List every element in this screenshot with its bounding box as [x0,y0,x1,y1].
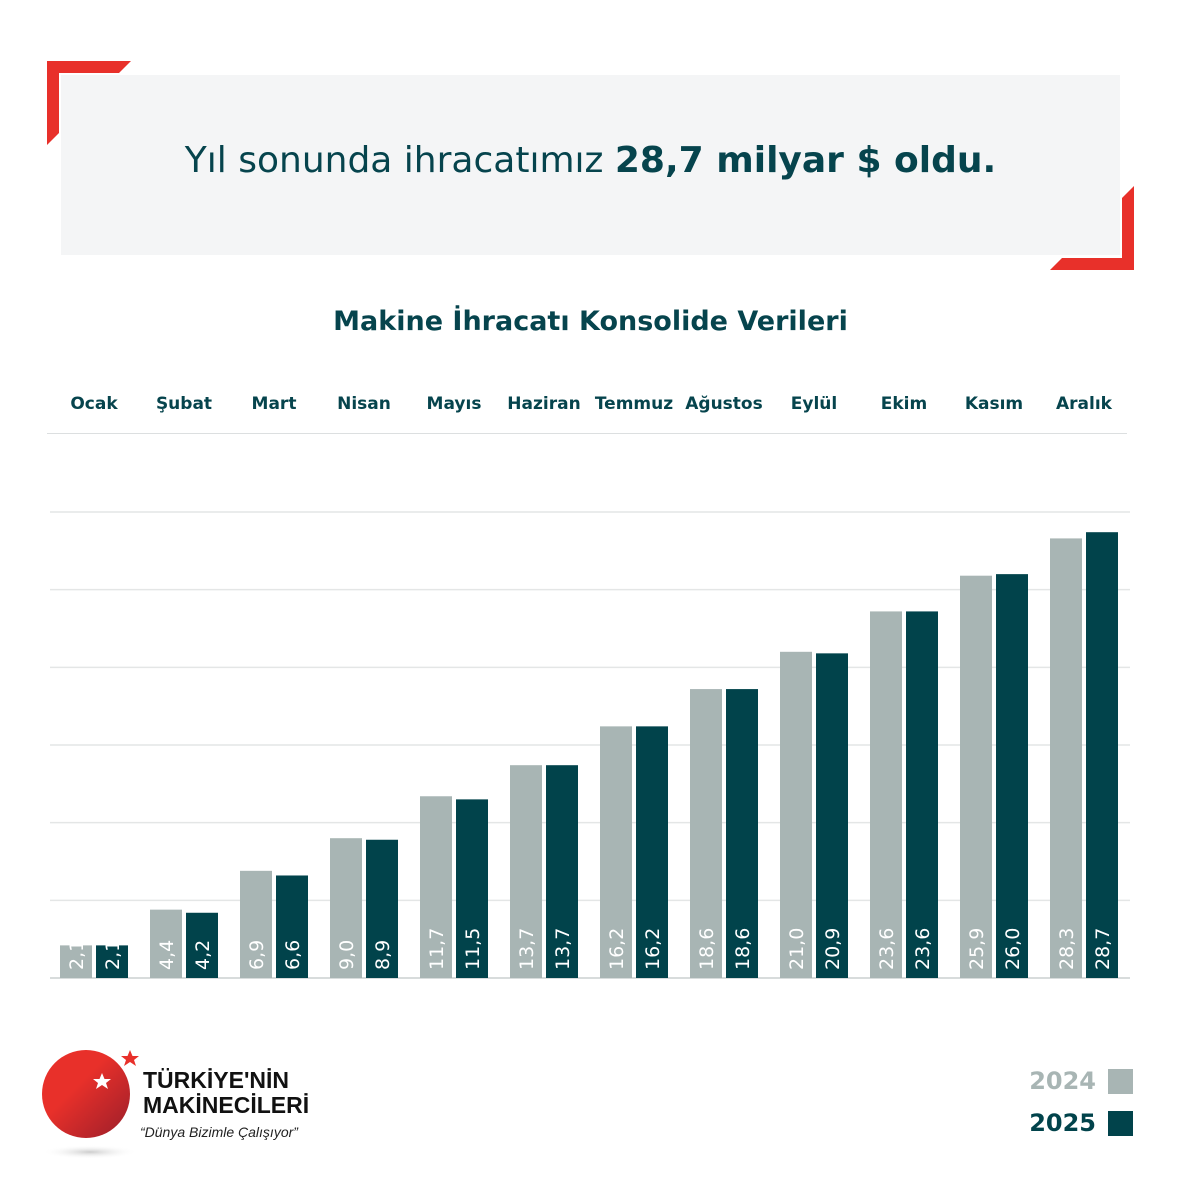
month-label: Mart [251,394,297,414]
logo-line2: MAKİNECİLERİ [143,1092,310,1118]
bar-2025 [366,839,398,978]
bar-value-label: 8,9 [372,940,394,970]
bar-value-label: 26,0 [1002,928,1024,970]
month-label: Kasım [964,394,1024,414]
bar-value-label: 9,0 [336,940,358,970]
legend-label: 2025 [1029,1109,1096,1137]
bar-2024 [960,575,992,978]
bar-2024 [600,726,632,978]
bar-2025 [906,611,938,978]
headline-prefix: Yıl sonunda ihracatımız [184,140,615,181]
corner-top-left [47,61,131,145]
month-label: Ağustos [685,394,763,414]
bar-value-label: 13,7 [552,928,574,970]
bar-2024 [780,651,812,978]
headline-bold: 28,7 milyar $ oldu. [614,140,997,181]
bar-value-label: 25,9 [966,928,988,970]
bar-value-label: 11,5 [462,928,484,970]
bar-2025 [276,875,308,978]
bar-2024 [240,870,272,978]
bar-value-label: 28,3 [1056,928,1078,970]
bar-value-label: 6,9 [246,940,268,970]
bar-2025 [726,689,758,978]
bar-value-label: 28,7 [1092,928,1114,970]
bar-value-label: 23,6 [912,928,934,970]
bar-value-label: 21,0 [786,928,808,970]
headline: Yıl sonunda ihracatımız 28,7 milyar $ ol… [61,140,1120,181]
chart-title: Makine İhracatı Konsolide Verileri [333,306,848,337]
month-label: Ocak [70,394,118,414]
bar-2024 [330,838,362,978]
month-label: Haziran [507,394,581,414]
bar-value-label: 4,4 [156,940,178,970]
month-label: Mayıs [426,394,482,414]
bar-2025 [1086,532,1118,978]
bar-2025 [546,765,578,978]
bar-value-label: 6,6 [282,940,304,970]
logo-mark [42,1050,139,1159]
bar-2025 [636,726,668,978]
legend-2025: 2025 [1029,1109,1133,1137]
legend-swatch-2025 [1108,1110,1133,1136]
bar-2024 [690,689,722,978]
legend-2024: 2024 [1029,1067,1133,1095]
legend-label: 2024 [1029,1067,1096,1095]
bar-value-label: 20,9 [822,928,844,970]
bar-2025 [456,799,488,978]
month-label: Temmuz [594,394,674,414]
logo-text: TÜRKİYE'NİN MAKİNECİLERİ [143,1068,309,1118]
bar-2024 [510,765,542,978]
bar-2024 [420,796,452,978]
logo-line1: TÜRKİYE'NİN [143,1067,290,1093]
logo-slogan: “Dünya Bizimle Çalışıyor” [140,1124,298,1140]
legend-swatch-2024 [1108,1068,1133,1094]
bar-value-label: 16,2 [606,928,628,970]
bar-value-label: 11,7 [426,928,448,970]
bar-value-label: 16,2 [642,928,664,970]
bar-2025 [996,574,1028,978]
month-label: Aralık [1056,394,1112,414]
month-label: Ekim [880,394,928,414]
bar-2025 [816,653,848,978]
star-icon [93,1073,111,1089]
bar-value-label: 23,6 [876,928,898,970]
bar-2024 [1050,538,1082,978]
bar-2024 [150,909,182,978]
bar-value-label: 18,6 [696,928,718,970]
corner-bottom-right [1050,186,1134,270]
star-icon [121,1050,139,1066]
month-label: Eylül [790,394,838,414]
bar-value-label: 18,6 [732,928,754,970]
bar-value-label: 13,7 [516,928,538,970]
bar-2025 [96,945,128,978]
bar-value-label: 2,1 [66,940,88,970]
month-label: Şubat [155,394,213,414]
bar-2024 [60,945,92,978]
bar-2025 [186,912,218,978]
month-label: Nisan [337,394,391,414]
header-divider [47,433,1127,434]
bar-2024 [870,611,902,978]
headline-banner [61,75,1120,255]
bar-value-label: 4,2 [192,940,214,970]
bar-value-label: 2,1 [102,940,124,970]
